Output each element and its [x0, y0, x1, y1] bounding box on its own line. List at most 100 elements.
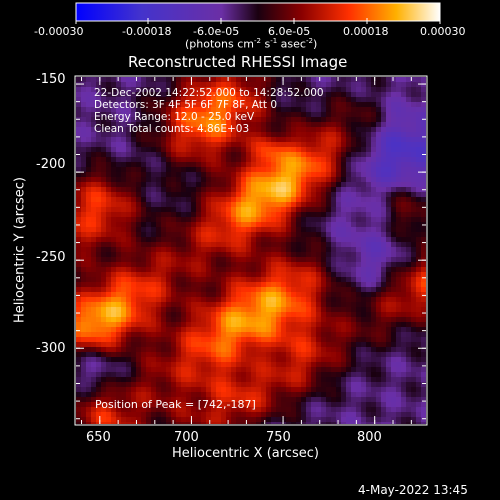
heatmap-cell: [86, 92, 91, 97]
heatmap-cell: [246, 257, 251, 262]
heatmap-cell: [81, 147, 86, 152]
heatmap-cell: [251, 327, 256, 332]
heatmap-cell: [81, 137, 86, 142]
heatmap-cell: [226, 382, 231, 387]
heatmap-cell: [171, 142, 176, 147]
heatmap-cell: [156, 137, 161, 142]
heatmap-cell: [386, 237, 391, 242]
heatmap-cell: [76, 362, 81, 367]
heatmap-cell: [266, 152, 271, 157]
heatmap-cell: [241, 322, 246, 327]
heatmap-cell: [96, 337, 101, 342]
heatmap-cell: [191, 77, 196, 82]
heatmap-cell: [286, 207, 291, 212]
heatmap-cell: [111, 282, 116, 287]
heatmap-cell: [191, 152, 196, 157]
heatmap-cell: [406, 237, 411, 242]
heatmap-cell: [371, 362, 376, 367]
heatmap-cell: [216, 387, 221, 392]
heatmap-cell: [96, 397, 101, 402]
heatmap-cell: [316, 202, 321, 207]
heatmap-cell: [131, 387, 136, 392]
heatmap-cell: [291, 367, 296, 372]
heatmap-cell: [86, 117, 91, 122]
heatmap-cell: [376, 412, 381, 417]
heatmap-cell: [256, 312, 261, 317]
heatmap-cell: [396, 292, 401, 297]
heatmap-cell: [291, 352, 296, 357]
heatmap-cell: [351, 312, 356, 317]
heatmap-cell: [311, 357, 316, 362]
heatmap-cell: [276, 157, 281, 162]
heatmap-cell: [111, 397, 116, 402]
heatmap-cell: [146, 297, 151, 302]
heatmap-cell: [136, 277, 141, 282]
heatmap-cell: [186, 327, 191, 332]
heatmap-cell: [261, 392, 266, 397]
heatmap-cell: [161, 352, 166, 357]
heatmap-cell: [361, 232, 366, 237]
heatmap-cell: [416, 182, 421, 187]
heatmap-cell: [111, 107, 116, 112]
heatmap-cell: [171, 212, 176, 217]
heatmap-cell: [196, 312, 201, 317]
heatmap-cell: [186, 347, 191, 352]
heatmap-cell: [196, 137, 201, 142]
heatmap-cell: [161, 257, 166, 262]
heatmap-cell: [266, 377, 271, 382]
heatmap-cell: [271, 207, 276, 212]
heatmap-cell: [341, 172, 346, 177]
heatmap-cell: [241, 367, 246, 372]
heatmap-cell: [171, 397, 176, 402]
heatmap-cell: [366, 367, 371, 372]
heatmap-cell: [181, 337, 186, 342]
heatmap-cell: [151, 157, 156, 162]
heatmap-cell: [281, 347, 286, 352]
heatmap-cell: [141, 137, 146, 142]
heatmap-cell: [396, 242, 401, 247]
heatmap-cell: [401, 362, 406, 367]
heatmap-cell: [136, 207, 141, 212]
heatmap-cell: [266, 192, 271, 197]
heatmap-cell: [321, 132, 326, 137]
heatmap-cell: [191, 397, 196, 402]
heatmap-cell: [121, 297, 126, 302]
heatmap-cell: [201, 222, 206, 227]
heatmap-cell: [276, 217, 281, 222]
heatmap-cell: [76, 262, 81, 267]
heatmap-cell: [161, 122, 166, 127]
heatmap-cell: [296, 142, 301, 147]
heatmap-cell: [386, 152, 391, 157]
heatmap-cell: [251, 232, 256, 237]
heatmap-cell: [261, 312, 266, 317]
heatmap-cell: [261, 267, 266, 272]
heatmap-cell: [236, 332, 241, 337]
heatmap-cell: [381, 157, 386, 162]
heatmap-cell: [126, 302, 131, 307]
heatmap-cell: [131, 77, 136, 82]
heatmap-cell: [241, 82, 246, 87]
heatmap-cell: [181, 202, 186, 207]
heatmap-cell: [311, 227, 316, 232]
heatmap-cell: [191, 192, 196, 197]
heatmap-cell: [191, 272, 196, 277]
heatmap-cell: [316, 97, 321, 102]
heatmap-cell: [211, 212, 216, 217]
heatmap-cell: [91, 177, 96, 182]
heatmap-cell: [406, 117, 411, 122]
heatmap-cell: [276, 397, 281, 402]
heatmap-cell: [406, 222, 411, 227]
heatmap-cell: [411, 197, 416, 202]
heatmap-cell: [101, 387, 106, 392]
heatmap-cell: [326, 272, 331, 277]
heatmap-cell: [136, 77, 141, 82]
heatmap-cell: [276, 347, 281, 352]
heatmap-cell: [111, 307, 116, 312]
heatmap-cell: [371, 332, 376, 337]
heatmap-cell: [91, 132, 96, 137]
heatmap-cell: [256, 252, 261, 257]
heatmap-cell: [276, 412, 281, 417]
heatmap-cell: [216, 212, 221, 217]
heatmap-cell: [336, 277, 341, 282]
heatmap-cell: [126, 332, 131, 337]
